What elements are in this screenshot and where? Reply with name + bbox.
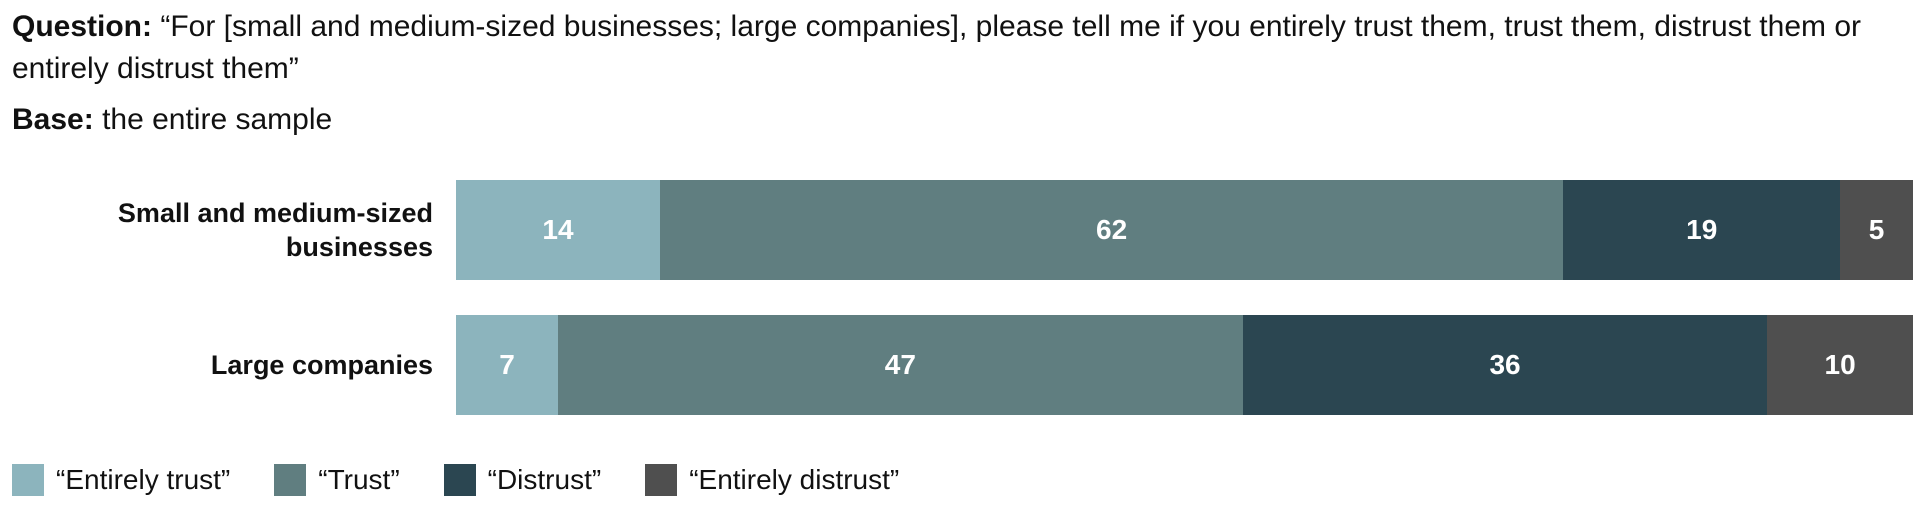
- bar-segment: 47: [557, 315, 1243, 415]
- data-label: 47: [884, 349, 916, 380]
- data-label: 19: [1686, 214, 1718, 245]
- data-label: 14: [542, 214, 574, 245]
- stacked-bar: 14 62 19 5: [456, 180, 1913, 280]
- legend-swatch: [443, 464, 476, 496]
- legend-label: “Distrust”: [487, 464, 602, 495]
- question-label: Question:: [12, 10, 152, 43]
- data-label: 7: [499, 349, 515, 380]
- stacked-bar-chart: Small and medium-sized businesses 14 62 19 5…: [0, 170, 1924, 430]
- stacked-bar: 7 47 36 10: [456, 315, 1913, 415]
- data-label: 10: [1824, 349, 1856, 380]
- base-label: Base:: [12, 103, 94, 136]
- bar-segment: 62: [659, 180, 1564, 280]
- legend-item: “Entirely trust”: [12, 464, 230, 496]
- data-label: 5: [1868, 214, 1885, 245]
- data-label: 36: [1489, 349, 1521, 380]
- data-label: 62: [1096, 214, 1128, 245]
- legend-label: “Entirely trust”: [56, 464, 231, 495]
- legend-item: “Distrust”: [443, 464, 602, 496]
- bar-segment: 5: [1840, 180, 1913, 280]
- category-label: Large companies: [210, 350, 433, 380]
- bar-segment: 19: [1563, 180, 1841, 280]
- bar-segment: 36: [1242, 315, 1768, 415]
- base-text: Base: the entire sample: [12, 100, 1912, 140]
- legend-swatch: [12, 464, 44, 496]
- question-text: Question: “For [small and medium-sized b…: [12, 6, 1912, 90]
- legend-item: “Trust”: [274, 464, 400, 496]
- legend-label: “Trust”: [318, 464, 400, 495]
- bar-segment: 14: [456, 180, 660, 280]
- legend-label: “Entirely distrust”: [689, 464, 900, 495]
- legend-swatch: [274, 464, 307, 496]
- legend-item: “Entirely distrust”: [645, 464, 899, 496]
- question-body: “For [small and medium-sized businesses;…: [12, 10, 1862, 85]
- category-label: Small and medium-sized businesses: [117, 198, 433, 262]
- base-body: the entire sample: [102, 103, 333, 136]
- legend-swatch: [645, 464, 678, 496]
- bar-segment: 7: [456, 315, 558, 415]
- bar-segment: 10: [1767, 315, 1913, 415]
- chart-header: Question: “For [small and medium-sized b…: [12, 6, 1912, 140]
- chart-legend: “Entirely trust” “Trust” “Distrust” “Entire…: [12, 464, 943, 496]
